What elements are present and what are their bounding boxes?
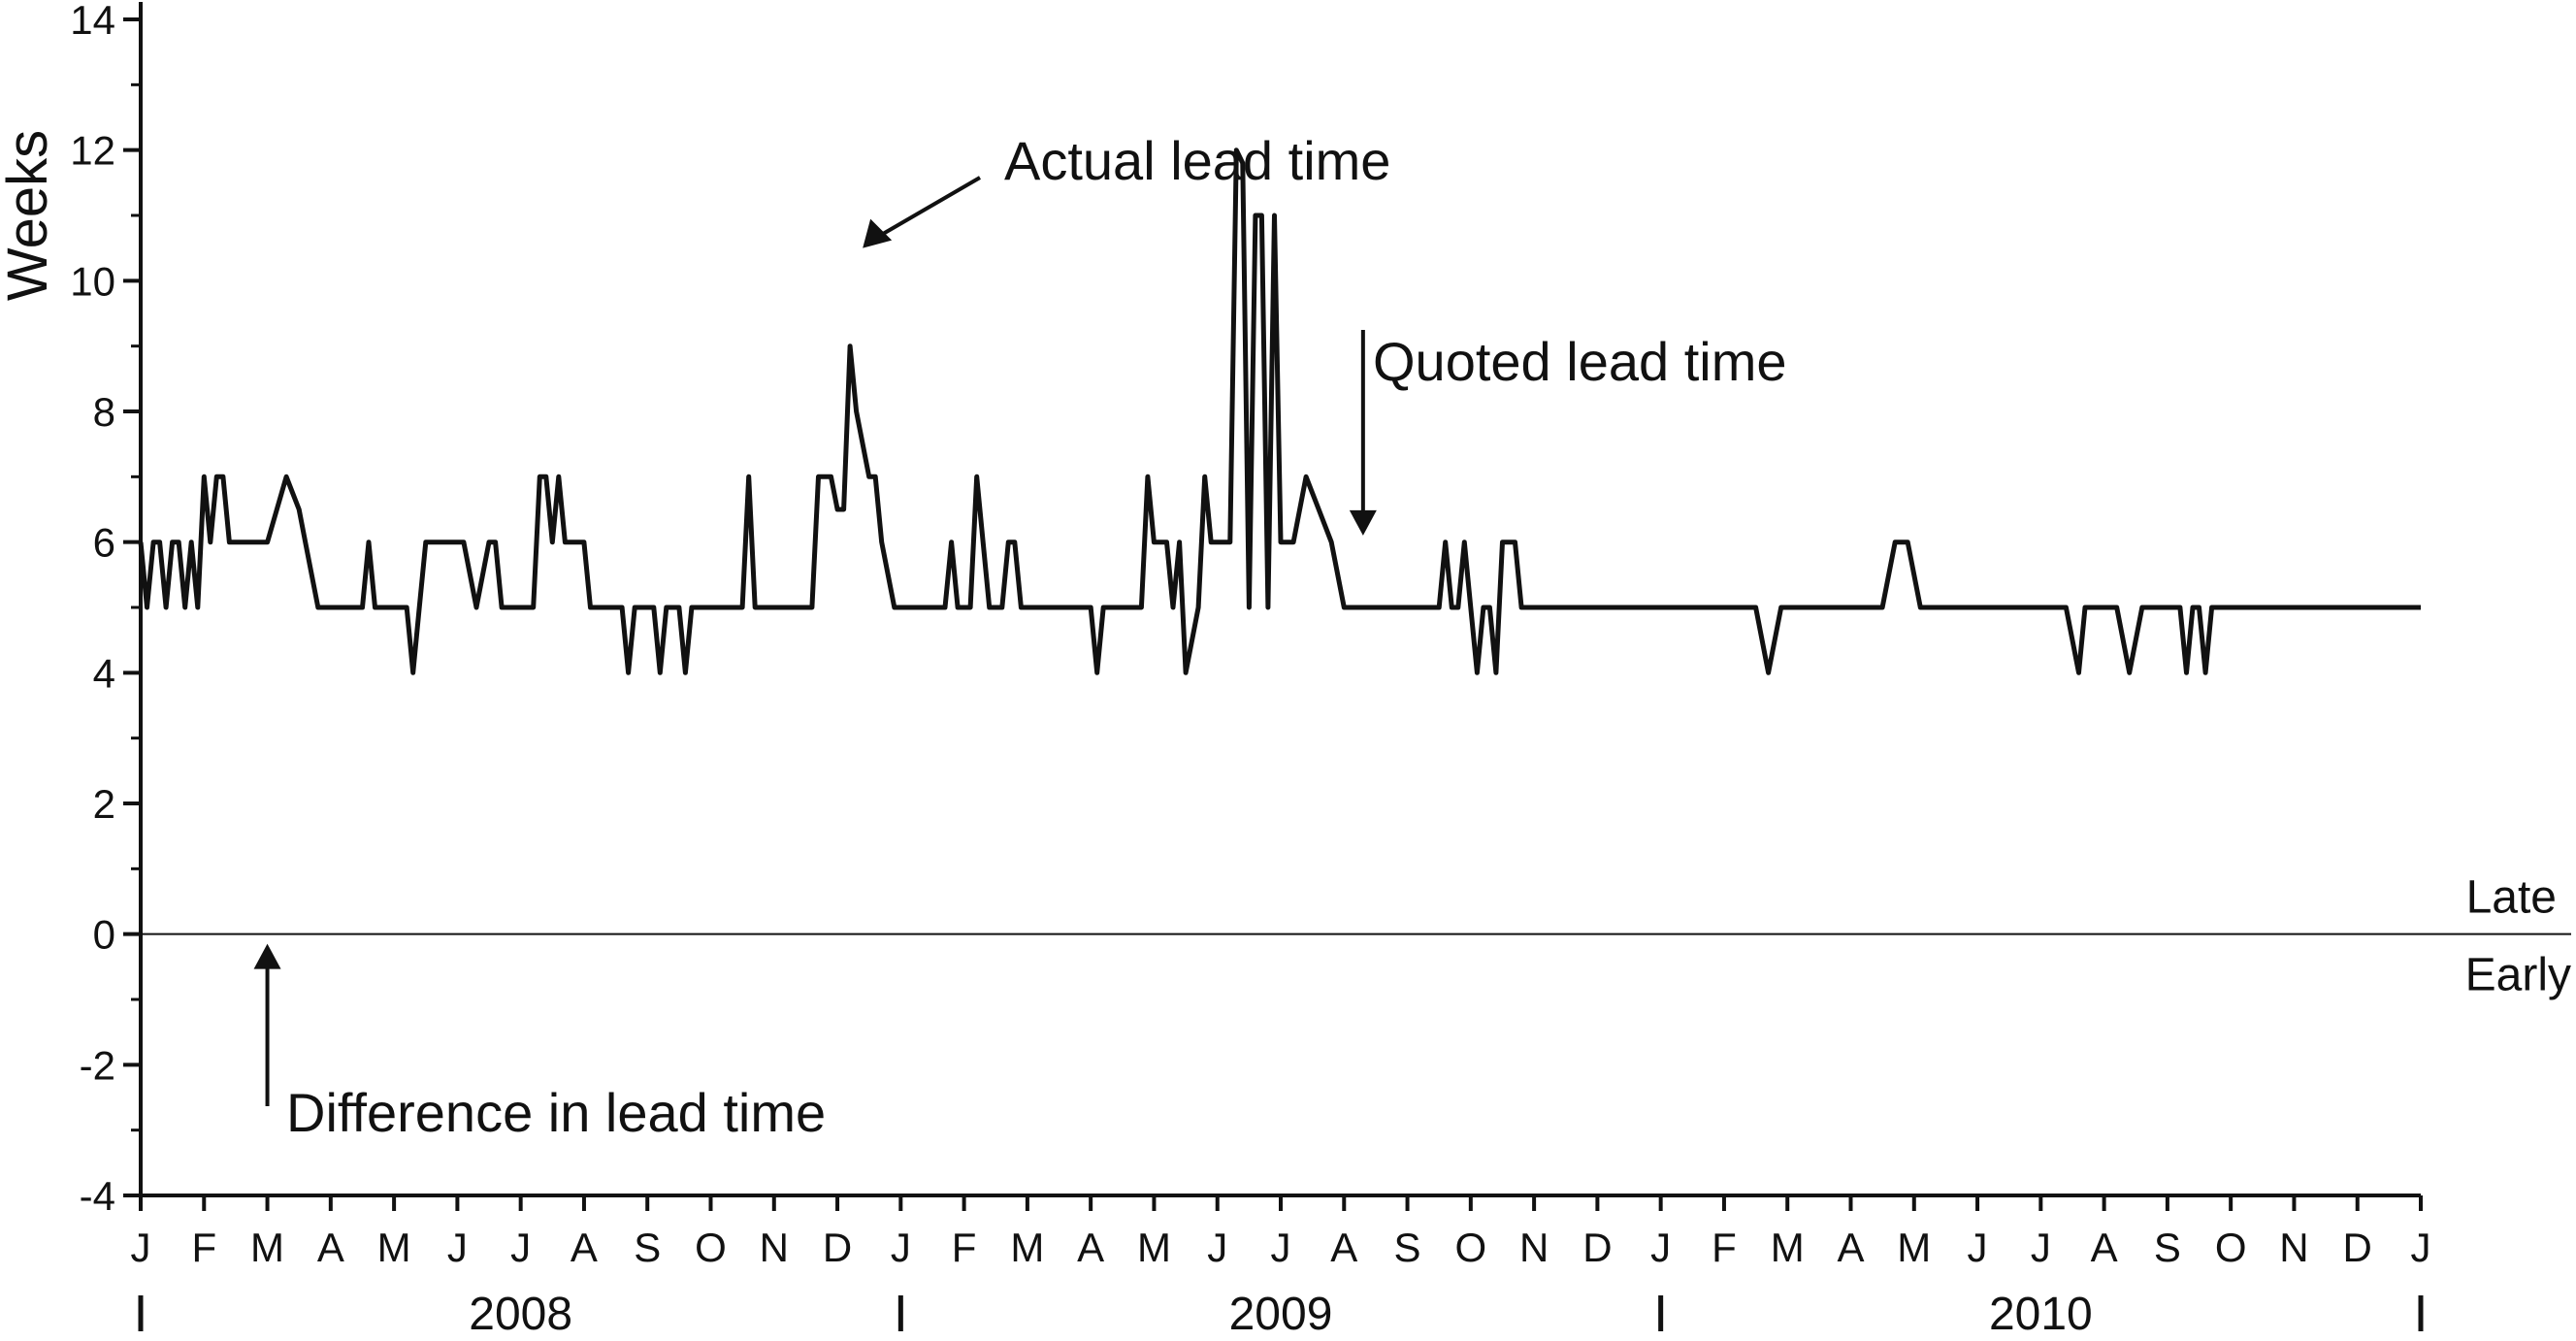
x-month-label: M <box>1897 1225 1931 1270</box>
x-month-label: S <box>634 1225 661 1270</box>
x-month-label: J <box>2411 1225 2431 1270</box>
x-month-label: A <box>2091 1225 2118 1270</box>
x-month-label: J <box>1207 1225 1227 1270</box>
x-month-label: J <box>891 1225 911 1270</box>
x-month-label: J <box>510 1225 531 1270</box>
x-month-label: M <box>1771 1225 1805 1270</box>
x-month-label: A <box>317 1225 344 1270</box>
difference-annotation: Difference in lead time <box>286 1082 826 1143</box>
x-month-label: M <box>250 1225 284 1270</box>
year-label: 2009 <box>1229 1289 1333 1336</box>
x-month-label: M <box>1137 1225 1171 1270</box>
actual-lead-time-pointer <box>867 176 982 245</box>
x-month-label: S <box>2154 1225 2181 1270</box>
y-tick-label: 14 <box>70 0 115 43</box>
x-month-label: F <box>191 1225 216 1270</box>
x-month-label: M <box>1010 1225 1044 1270</box>
x-month-label: N <box>1519 1225 1549 1270</box>
x-month-label: F <box>1712 1225 1737 1270</box>
x-month-label: J <box>447 1225 468 1270</box>
x-month-label: A <box>1077 1225 1104 1270</box>
y-tick-label: -2 <box>80 1042 115 1088</box>
x-month-label: N <box>2279 1225 2308 1270</box>
y-tick-label: 8 <box>93 389 115 435</box>
year-label: 2010 <box>1989 1289 2093 1336</box>
y-tick-label: 6 <box>93 520 115 566</box>
x-month-label: O <box>2215 1225 2247 1270</box>
x-month-label: S <box>1394 1225 1421 1270</box>
late-label: Late <box>2466 872 2557 924</box>
y-tick-label: 12 <box>70 128 115 174</box>
quoted-lead-time-arrowhead <box>1349 509 1377 536</box>
x-month-label: A <box>571 1225 598 1270</box>
x-month-label: J <box>2031 1225 2051 1270</box>
year-label: 2008 <box>469 1289 572 1336</box>
x-month-label: O <box>695 1225 727 1270</box>
y-tick-label: 4 <box>93 650 115 696</box>
x-month-label: M <box>377 1225 411 1270</box>
x-month-label: J <box>1968 1225 1988 1270</box>
x-month-label: A <box>1330 1225 1357 1270</box>
y-tick-label: 0 <box>93 912 115 958</box>
difference-arrowhead <box>253 943 281 969</box>
x-month-label: D <box>1582 1225 1612 1270</box>
x-month-label: O <box>1454 1225 1486 1270</box>
x-month-label: J <box>1271 1225 1291 1270</box>
y-tick-label: 10 <box>70 258 115 304</box>
series-line <box>138 147 2421 675</box>
x-month-label: F <box>952 1225 977 1270</box>
actual-lead-time-arrowhead <box>863 218 893 248</box>
x-month-label: A <box>1837 1225 1864 1270</box>
y-tick-label: -4 <box>80 1173 115 1219</box>
actual-lead-time-annotation: Actual lead time <box>1004 130 1390 191</box>
x-month-label: D <box>823 1225 852 1270</box>
early-label: Early <box>2465 950 2571 1001</box>
x-month-label: D <box>2343 1225 2372 1270</box>
y-axis-title: Weeks <box>0 130 59 301</box>
x-month-label: J <box>131 1225 151 1270</box>
quoted-lead-time-annotation: Quoted lead time <box>1373 331 1786 392</box>
y-tick-label: 2 <box>93 781 115 827</box>
x-month-label: J <box>1650 1225 1671 1270</box>
x-month-label: N <box>760 1225 789 1270</box>
